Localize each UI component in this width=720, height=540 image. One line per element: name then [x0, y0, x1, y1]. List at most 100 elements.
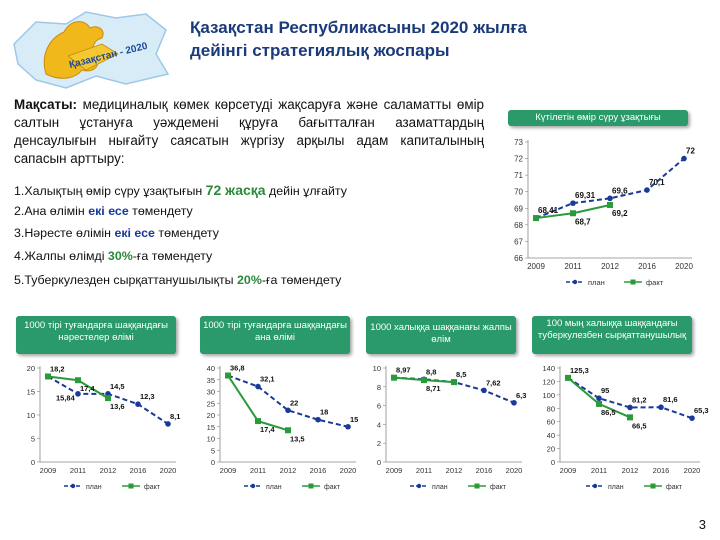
data-label: 69,6	[612, 186, 628, 195]
y-tick-label: 70	[514, 188, 523, 197]
life-expectancy-chart-title: Күтілетін өмір сүру ұзақтығы	[508, 110, 688, 126]
goal-text: медициналық көмек көрсетуді жақсаруға жә…	[14, 97, 484, 166]
data-label: 13,6	[110, 402, 125, 411]
legend-marker	[128, 483, 134, 489]
data-label: 18	[320, 408, 328, 417]
y-tick-label: 0	[377, 458, 381, 467]
data-label: 18,2	[50, 364, 65, 373]
data-label: 81,6	[663, 395, 678, 404]
task-1: 1.Халықтың өмір сүру ұзақтығын 72 жасқа …	[14, 182, 347, 198]
data-label: 86,5	[601, 408, 616, 417]
y-tick-label: 40	[207, 364, 215, 373]
data-label: 65,3	[694, 406, 709, 415]
x-tick-label: 2009	[40, 466, 57, 475]
план-point	[570, 200, 576, 206]
y-tick-label: 67	[514, 237, 523, 246]
data-label: 81,2	[632, 395, 647, 404]
y-tick-label: 4	[377, 420, 381, 429]
x-tick-label: 2011	[564, 262, 582, 271]
y-tick-label: 60	[547, 418, 555, 427]
y-tick-label: 30	[207, 388, 215, 397]
data-label: 8,8	[426, 367, 436, 376]
y-tick-label: 69	[514, 204, 523, 213]
task-2-highlight: екі есе	[88, 204, 129, 218]
page-number: 3	[698, 517, 706, 532]
y-tick-label: 71	[514, 171, 523, 180]
general-mortality-chart: 10 8 6 4 2 0 2009 2011 2012 2016 2020 8,97 8,8 8,5 7,6…	[373, 364, 527, 491]
legend-marker	[308, 483, 314, 489]
план-point	[345, 423, 351, 430]
legend-label: план	[432, 484, 448, 491]
data-label: 8,71	[426, 384, 441, 393]
data-label: 66,5	[632, 421, 647, 430]
legend-marker	[630, 279, 636, 285]
tuberculosis-chart: 140 120 100 80 60 40 20 0 2009 2011 2012 2016 2020 12…	[542, 364, 709, 491]
x-tick-label: 2016	[638, 262, 656, 271]
план-point	[607, 195, 613, 202]
план-point	[165, 421, 171, 427]
план-point	[135, 401, 141, 407]
task-4-text-end: -ға төмендету	[132, 249, 213, 263]
y-tick-label: 20	[207, 411, 215, 420]
data-label: 15,84	[56, 394, 76, 403]
task-2: 2.Ана өлімін екі есе төмендету	[14, 204, 193, 218]
task-2-text: 2.Ана өлімін	[14, 204, 89, 218]
legend-label: факт	[490, 484, 507, 491]
y-tick-label: 100	[542, 391, 555, 400]
x-tick-label: 2020	[340, 466, 357, 475]
task-1-text: 1.Халықтың өмір сүру ұзақтығын	[14, 184, 206, 198]
data-label: 12,3	[140, 392, 155, 401]
data-label: 72	[686, 147, 695, 156]
data-label: 68,7	[575, 217, 591, 226]
план-series-line	[535, 157, 685, 219]
факт-point	[607, 201, 613, 208]
факт-point	[225, 372, 231, 379]
data-label: 22	[290, 398, 298, 407]
kazakhstan-2020-logo: Қазақстан - 2020	[13, 11, 170, 89]
y-tick-label: 25	[207, 399, 215, 408]
x-tick-label: 2009	[560, 466, 577, 475]
y-tick-label: 20	[27, 364, 35, 373]
y-tick-label: 80	[547, 404, 555, 413]
факт-point	[451, 379, 457, 386]
legend-marker	[70, 483, 76, 489]
y-tick-label: 120	[542, 377, 555, 386]
план-point	[658, 404, 664, 411]
legend-label: план	[588, 278, 605, 287]
факт-point	[533, 215, 539, 222]
факт-point	[627, 414, 633, 421]
legend-label: факт	[666, 484, 683, 491]
data-label: 69,31	[575, 191, 596, 200]
факт-point	[565, 374, 571, 381]
x-tick-label: 2012	[622, 466, 639, 475]
legend-marker	[572, 279, 578, 285]
title-line-1: Қазақстан Республикасыны 2020 жылға	[190, 18, 527, 37]
y-tick-label: 0	[551, 458, 555, 467]
task-3-highlight: екі есе	[114, 226, 155, 240]
план-point	[481, 387, 487, 394]
data-label: 13,5	[290, 434, 305, 443]
data-label: 36,8	[230, 364, 245, 373]
факт-point	[421, 377, 427, 384]
x-tick-label: 2011	[250, 466, 266, 475]
page-title: Қазақстан Республикасыны 2020 жылға дейі…	[190, 16, 710, 62]
task-3-text: 3.Нәресте өлімін	[14, 226, 115, 240]
infant-mortality-chart-title: 1000 тірі туғандарға шаққандағы нәрестел…	[16, 316, 176, 354]
task-5-text: 5.Туберкулезден сырқаттанушылықты	[14, 273, 238, 287]
general-mortality-chart-title: 1000 халыққа шаққанағы жалпы өлім	[366, 316, 516, 354]
план-point	[511, 399, 517, 406]
y-tick-label: 10	[207, 435, 215, 444]
data-label: 15	[350, 415, 358, 424]
x-tick-label: 2009	[527, 262, 545, 271]
x-tick-label: 2011	[416, 466, 432, 475]
y-tick-label: 0	[31, 458, 35, 467]
факт-point	[285, 427, 291, 434]
y-tick-label: 72	[514, 155, 523, 164]
task-3-text-end: төмендету	[154, 226, 219, 240]
task-5: 5.Туберкулезден сырқаттанушылықты 20%-ға…	[14, 273, 341, 287]
data-label: 14,5	[110, 382, 125, 391]
data-label: 7,62	[486, 378, 501, 387]
план-point	[681, 155, 687, 162]
data-label: 17,4	[260, 425, 275, 434]
план-point	[285, 407, 291, 414]
